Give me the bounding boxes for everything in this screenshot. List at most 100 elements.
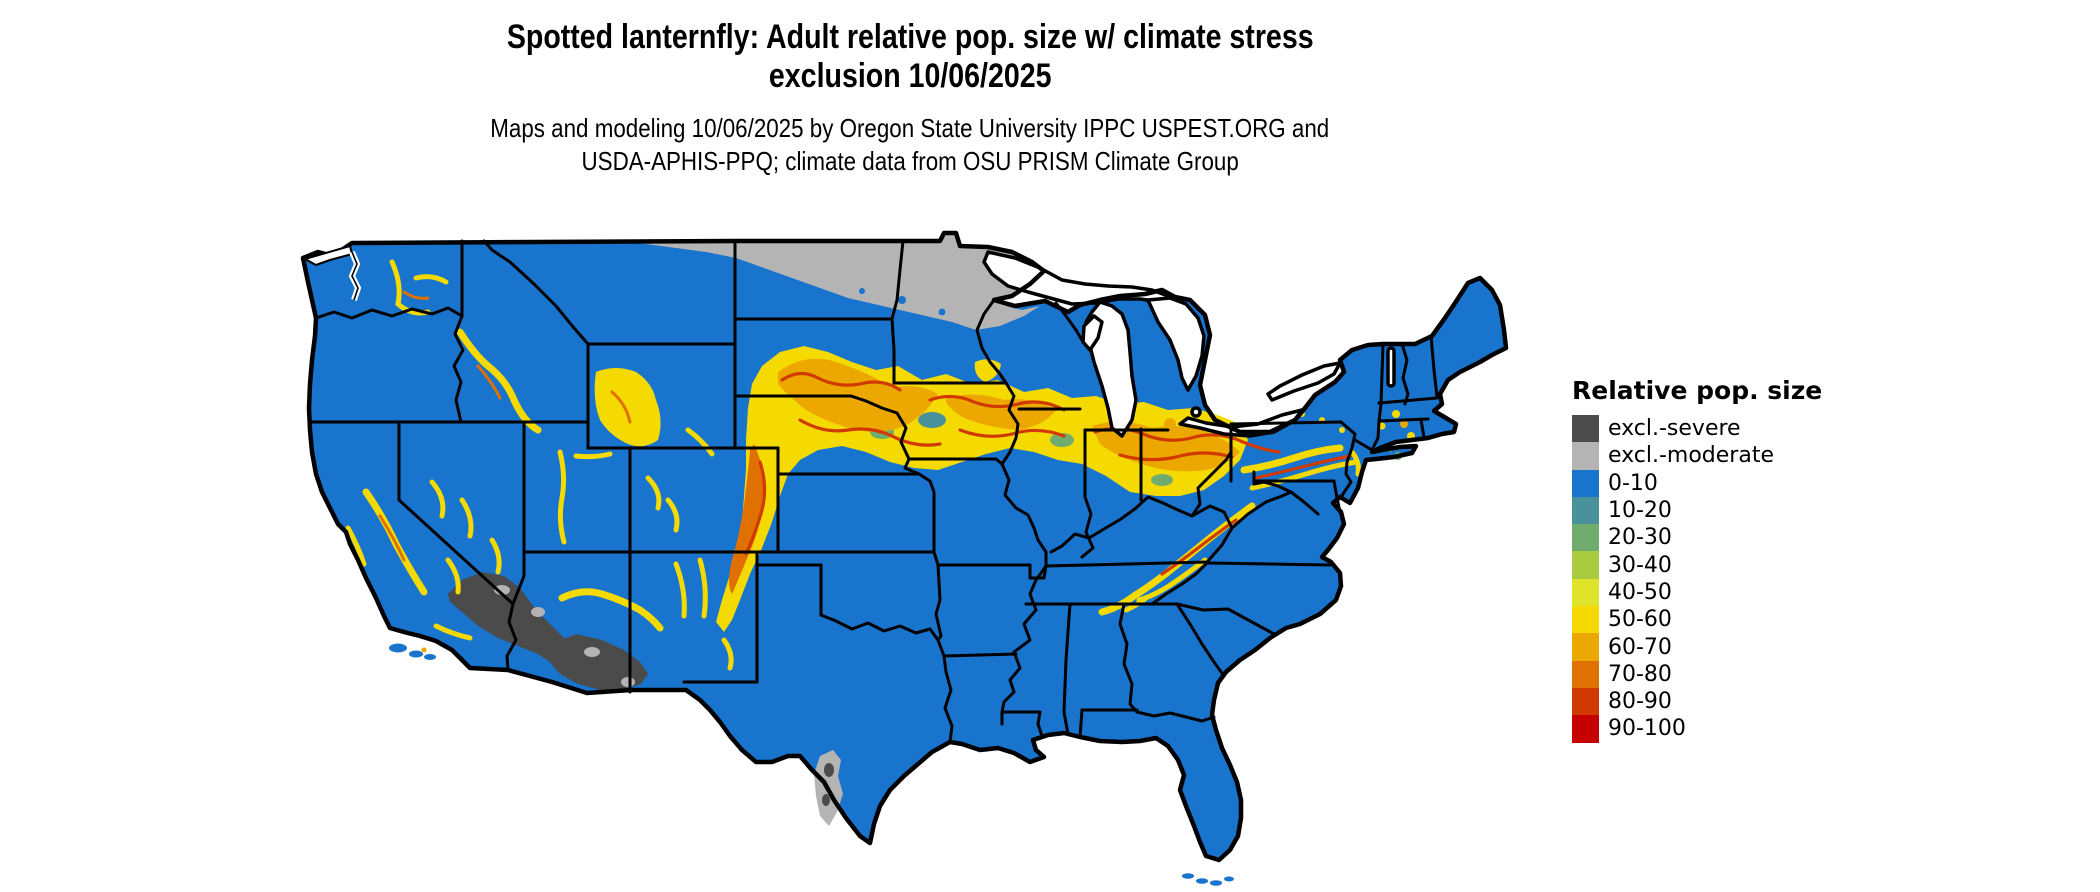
ne-speck	[1400, 420, 1408, 428]
legend-label: 90-100	[1608, 716, 1686, 742]
exclusion-moderate-north	[618, 234, 1044, 330]
exclusion-severe-arizona	[548, 634, 648, 690]
header: Spotted lanternfly: Adult relative pop. …	[55, 18, 1765, 178]
ne-speck	[1392, 410, 1400, 418]
legend-items: excl.-severe excl.-moderate 0-10 10-20 20-30…	[1572, 415, 1822, 743]
nevada-streak1	[429, 479, 446, 519]
legend-swatch-moderate	[1572, 442, 1599, 470]
channel-island	[424, 654, 436, 660]
wtexas-streak	[721, 637, 734, 671]
gray-speck	[531, 607, 545, 617]
nevada-streak4	[445, 557, 461, 595]
gray-strip-blue-speck	[898, 296, 906, 304]
legend-swatch-y50	[1572, 606, 1599, 634]
channel-island-speck	[421, 647, 427, 653]
channel-island	[389, 643, 407, 653]
ca-coast-streak	[345, 525, 367, 567]
legend-label: 80-90	[1608, 689, 1672, 715]
lake-champlain	[1386, 346, 1396, 388]
appalachian-red	[1160, 518, 1238, 576]
legend-row-y10: 10-20	[1572, 496, 1822, 525]
green-patch	[1151, 474, 1173, 486]
mogollon-streak	[558, 588, 664, 632]
legend-row-y60: 60-70	[1572, 633, 1822, 661]
state-borders	[308, 239, 1439, 744]
legend-swatch-y30	[1572, 551, 1599, 579]
cascades-streak-wa2	[413, 274, 449, 285]
teal-patch	[918, 412, 946, 428]
idaho-streak	[456, 328, 542, 434]
red-streak	[798, 418, 942, 447]
islands	[389, 643, 1234, 886]
legend-label: excl.-severe	[1608, 416, 1741, 442]
wasatch-streak	[557, 449, 567, 545]
bighorn-streak	[685, 427, 715, 457]
red-streak	[780, 371, 902, 392]
nj-streak	[1349, 449, 1361, 477]
page-title-line2: exclusion 10/06/2025	[768, 57, 1052, 95]
legend-row-y80: 80-90	[1572, 687, 1822, 716]
florida-key	[1196, 878, 1208, 884]
legend-swatch-severe	[1572, 415, 1599, 443]
red-streak	[928, 394, 1066, 412]
orange-core-colorado	[729, 444, 765, 594]
red-streak	[744, 460, 767, 556]
socal-streak	[433, 623, 473, 641]
legend-row-base: 0-10	[1572, 469, 1822, 497]
page-title-line1: Spotted lanternfly: Adult relative pop. …	[506, 18, 1314, 56]
legend-swatch-base	[1572, 469, 1599, 497]
legend-swatch-y60	[1572, 633, 1599, 661]
uinta-streak	[573, 451, 613, 460]
nevada-streak2	[459, 497, 474, 539]
exclusion-severe-california	[448, 572, 578, 670]
legend-row-moderate: excl.-moderate	[1572, 442, 1822, 470]
legend-label: 60-70	[1608, 634, 1672, 660]
florida-key	[1210, 880, 1222, 886]
cascades-streak-wa	[389, 259, 431, 316]
legend-swatch-y20	[1572, 524, 1599, 552]
legend-row-y30: 30-40	[1572, 551, 1822, 579]
legend-title: Relative pop. size	[1572, 376, 1823, 405]
legend-row-y40: 40-50	[1572, 578, 1822, 607]
lake-st-clair	[1190, 406, 1202, 418]
gray-strip-blue-speck	[938, 308, 946, 316]
pa-ridge-red	[1254, 454, 1352, 480]
dark-speck	[822, 794, 830, 806]
legend: Relative pop. size excl.-severe excl.-mod…	[1572, 376, 1822, 743]
legend-label: 0-10	[1608, 470, 1658, 496]
channel-island	[409, 650, 423, 658]
ny-speck	[1339, 427, 1345, 433]
florida-key	[1224, 876, 1234, 882]
subtitle: Maps and modeling 10/06/2025 by Oregon S…	[55, 112, 1765, 178]
legend-label: excl.-moderate	[1608, 443, 1774, 469]
mountain-streaks	[345, 259, 1415, 671]
idaho-orange	[476, 364, 502, 400]
co-westslope2	[665, 497, 680, 533]
legend-swatch-y80	[1572, 687, 1599, 716]
legend-row-y90: 90-100	[1572, 715, 1822, 743]
legend-row-y50: 50-60	[1572, 606, 1822, 634]
legend-swatch-y10	[1572, 496, 1599, 525]
legend-label: 10-20	[1608, 498, 1672, 524]
legend-swatch-y90	[1572, 715, 1599, 743]
cascades-orange	[402, 290, 430, 300]
florida-key	[1182, 873, 1194, 879]
conus-outline	[300, 230, 1509, 863]
nm-streak2	[697, 557, 708, 619]
legend-swatch-y70	[1572, 660, 1599, 688]
subtitle-line1: Maps and modeling 10/06/2025 by Oregon S…	[490, 113, 1330, 143]
red-streak	[1118, 451, 1234, 462]
mi-south-spot	[1164, 418, 1176, 430]
legend-label: 70-80	[1608, 661, 1672, 687]
gray-speck	[621, 677, 635, 687]
lake-ontario	[1266, 361, 1342, 402]
legend-label: 20-30	[1608, 525, 1672, 551]
red-streak	[958, 428, 1066, 438]
legend-label: 30-40	[1608, 552, 1672, 578]
yellowstone-orange	[610, 390, 632, 424]
gray-speck	[494, 585, 510, 595]
co-westslope1	[645, 475, 662, 511]
green-patch	[1050, 433, 1074, 447]
legend-label: 50-60	[1608, 607, 1672, 633]
